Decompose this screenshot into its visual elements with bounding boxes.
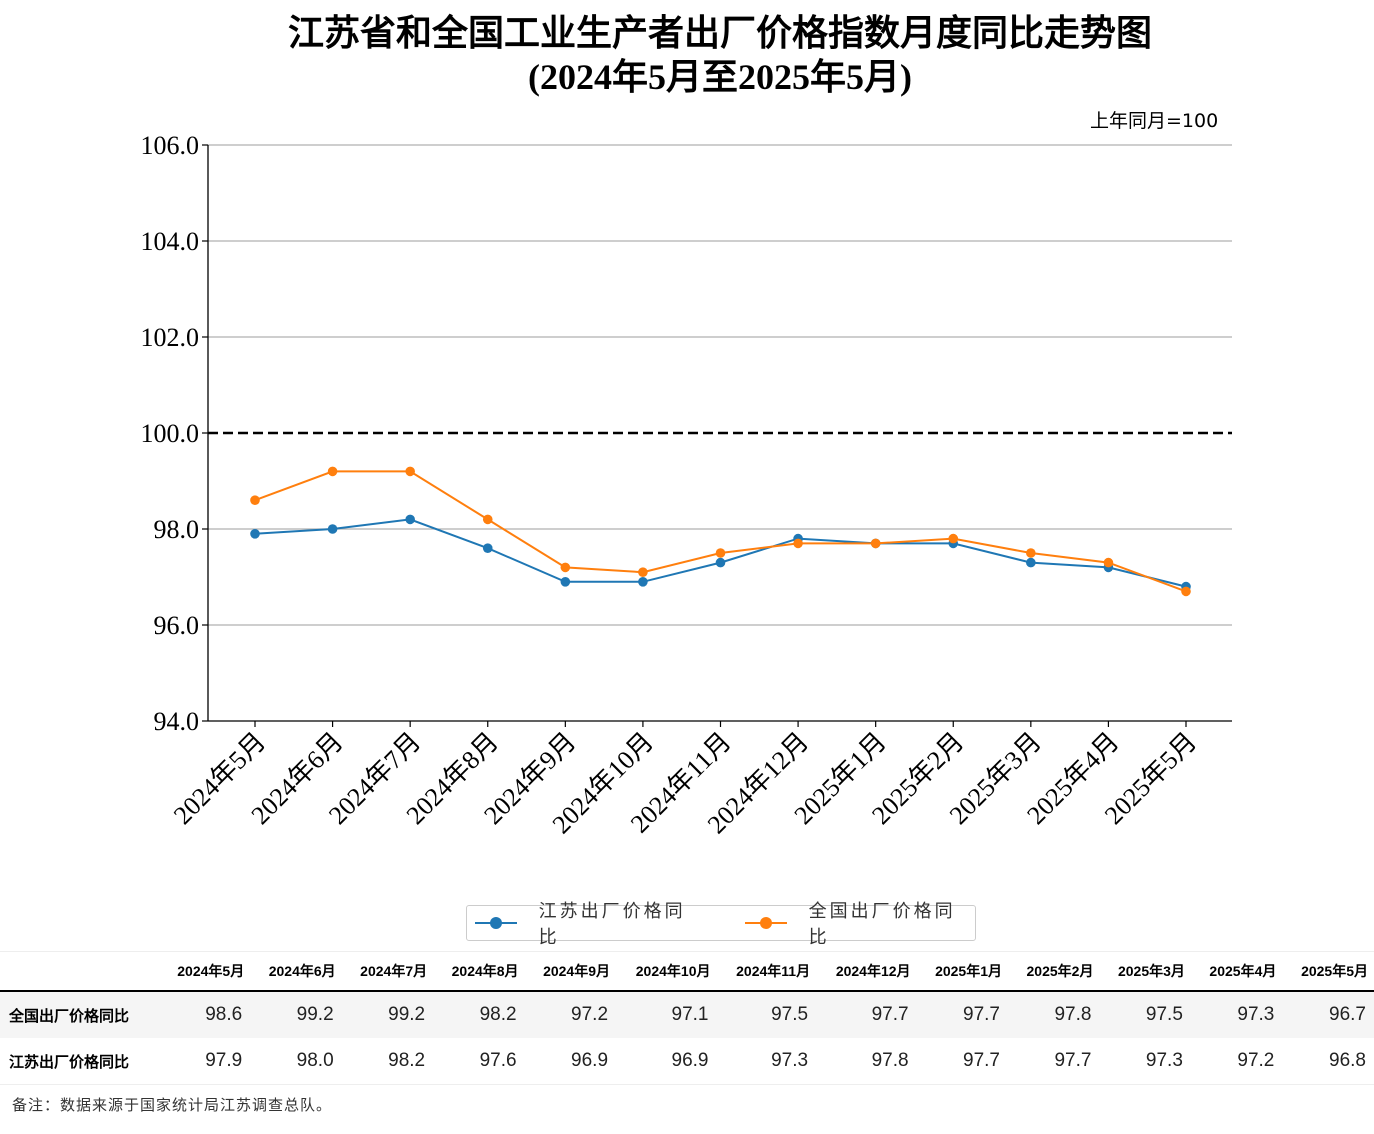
table-cell: 97.3 bbox=[1190, 991, 1283, 1038]
table-column-header: 2024年8月 bbox=[433, 951, 525, 992]
legend: 江苏出厂价格同比 全国出厂价格同比 bbox=[466, 901, 976, 948]
y-tick-label: 100.0 bbox=[141, 419, 200, 448]
table-cell: 97.7 bbox=[916, 1038, 1008, 1085]
table-column-header: 2025年5月 bbox=[1282, 951, 1374, 992]
table-cell: 96.7 bbox=[1282, 991, 1374, 1038]
table-cell: 97.5 bbox=[1099, 991, 1191, 1038]
legend-item-jiangsu[interactable]: 江苏出厂价格同比 bbox=[475, 897, 705, 949]
series-jiangsu bbox=[250, 514, 1191, 592]
data-point bbox=[715, 548, 726, 558]
data-point bbox=[482, 543, 493, 553]
y-tick-label: 106.0 bbox=[141, 131, 200, 160]
table-row: 全国出厂价格同比 98.6 99.2 99.2 98.2 97.2 97.1 97.5 97.7… bbox=[0, 991, 1374, 1038]
table-column-header: 2024年7月 bbox=[341, 951, 434, 992]
table-cell: 96.9 bbox=[616, 1038, 717, 1085]
y-tick-label: 102.0 bbox=[141, 323, 200, 352]
legend-item-national[interactable]: 全国出厂价格同比 bbox=[745, 897, 975, 949]
data-point bbox=[405, 514, 415, 525]
table-cell: 98.2 bbox=[341, 1038, 434, 1085]
footnote: 备注：数据来源于国家统计局江苏调查总队。 bbox=[12, 1096, 333, 1114]
data-point bbox=[793, 538, 803, 549]
table-cell: 97.9 bbox=[158, 1038, 251, 1085]
data-point bbox=[482, 514, 493, 525]
y-tick-label: 98.0 bbox=[154, 515, 200, 544]
table-column-header: 2025年4月 bbox=[1190, 951, 1283, 992]
data-point bbox=[250, 529, 260, 539]
table-cell: 99.2 bbox=[341, 991, 434, 1038]
table-row-header: 全国出厂价格同比 bbox=[0, 991, 159, 1038]
table-corner-cell bbox=[0, 951, 159, 992]
data-point bbox=[948, 533, 959, 544]
table-column-header: 2025年1月 bbox=[916, 951, 1008, 992]
table-column-header: 2025年3月 bbox=[1099, 951, 1191, 992]
table-cell: 97.7 bbox=[816, 991, 917, 1038]
data-point bbox=[870, 538, 881, 549]
table-header-row: 2024年5月 2024年6月 2024年7月 2024年8月 2024年9月 2024年… bbox=[0, 951, 1374, 992]
table-column-header: 2024年10月 bbox=[616, 951, 717, 992]
data-point bbox=[715, 557, 726, 568]
table-cell: 97.6 bbox=[433, 1038, 525, 1085]
data-point bbox=[560, 562, 571, 573]
data-point bbox=[1026, 548, 1036, 558]
legend-line-marker-icon bbox=[475, 917, 517, 929]
data-table: 2024年5月 2024年6月 2024年7月 2024年8月 2024年9月 2024年… bbox=[0, 951, 1374, 1085]
data-point bbox=[638, 577, 648, 587]
data-point bbox=[327, 524, 338, 534]
data-point bbox=[250, 495, 260, 506]
y-tick-label: 104.0 bbox=[141, 227, 200, 256]
table-column-header: 2024年5月 bbox=[158, 951, 251, 992]
table-cell: 97.8 bbox=[1008, 991, 1100, 1038]
series-line bbox=[254, 470, 1187, 593]
y-tick-label: 94.0 bbox=[154, 707, 200, 736]
data-point bbox=[327, 466, 338, 477]
table-cell: 97.3 bbox=[1099, 1038, 1191, 1085]
table-cell: 99.2 bbox=[250, 991, 342, 1038]
legend-label: 全国出厂价格同比 bbox=[808, 901, 956, 948]
table-cell: 97.1 bbox=[616, 991, 717, 1038]
data-point bbox=[560, 577, 571, 587]
data-point bbox=[1026, 557, 1036, 568]
table-column-header: 2024年11月 bbox=[716, 951, 817, 992]
grid-layer bbox=[208, 144, 1232, 626]
data-point bbox=[1103, 557, 1114, 568]
table-column-header: 2024年12月 bbox=[816, 951, 917, 992]
legend-label: 江苏出厂价格同比 bbox=[538, 901, 686, 948]
table-column-header: 2024年6月 bbox=[250, 951, 342, 992]
table-cell: 97.7 bbox=[916, 991, 1008, 1038]
table-cell: 97.7 bbox=[1008, 1038, 1100, 1085]
table-cell: 98.6 bbox=[158, 991, 251, 1038]
table-column-header: 2025年2月 bbox=[1008, 951, 1100, 992]
x-tick-labels: 2024年5月2024年6月2024年7月2024年8月2024年9月2024年… bbox=[168, 727, 1202, 839]
legend-line-marker-icon bbox=[745, 917, 787, 929]
line-chart: 94.0 96.0 98.0 100.0 102.0 104.0 106.0 2024年5月… bbox=[141, 131, 1232, 839]
table-cell: 97.5 bbox=[716, 991, 817, 1038]
table-row-header: 江苏出厂价格同比 bbox=[0, 1038, 159, 1085]
y-tick-labels: 94.0 96.0 98.0 100.0 102.0 104.0 106.0 bbox=[141, 131, 200, 736]
chart-title: 江苏省和全国工业生产者出厂价格指数月度同比走势图 bbox=[287, 13, 1152, 53]
data-point bbox=[405, 466, 415, 477]
table-cell: 96.9 bbox=[524, 1038, 617, 1085]
series-national bbox=[250, 466, 1191, 597]
table-column-header: 2024年9月 bbox=[524, 951, 617, 992]
chart-subtitle: (2024年5月至2025年5月) bbox=[528, 57, 912, 97]
axis-layer bbox=[202, 144, 1232, 727]
series-layer bbox=[250, 466, 1191, 597]
table-row: 江苏出厂价格同比 97.9 98.0 98.2 97.6 96.9 96.9 97.3 97.8… bbox=[0, 1038, 1374, 1085]
unit-note: 上年同月=100 bbox=[1090, 110, 1219, 132]
table-cell: 97.2 bbox=[524, 991, 617, 1038]
table-cell: 98.0 bbox=[250, 1038, 342, 1085]
table-cell: 97.2 bbox=[1190, 1038, 1283, 1085]
table-cell: 97.8 bbox=[816, 1038, 917, 1085]
data-point bbox=[1181, 586, 1191, 597]
y-tick-label: 96.0 bbox=[154, 611, 200, 640]
data-point bbox=[638, 567, 648, 577]
table-cell: 97.3 bbox=[716, 1038, 817, 1085]
table-cell: 96.8 bbox=[1282, 1038, 1374, 1085]
table-cell: 98.2 bbox=[433, 991, 525, 1038]
